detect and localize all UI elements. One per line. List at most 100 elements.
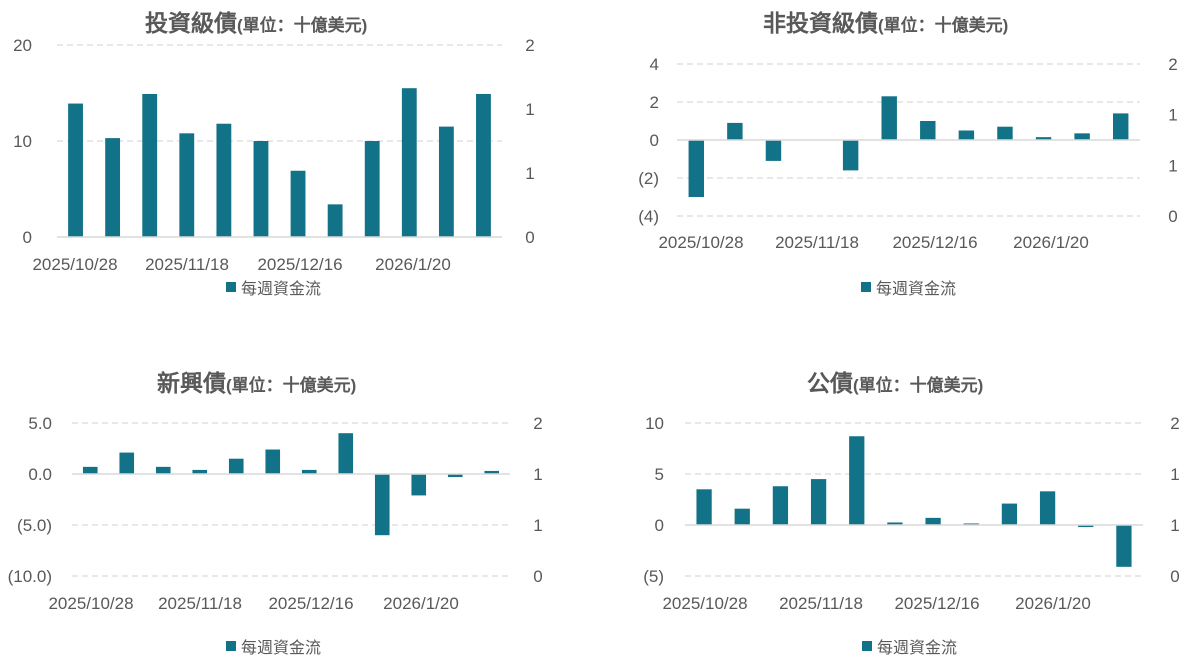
chart-title-main: 公債 [807,370,853,396]
bar [301,469,317,474]
y2-tick-label: 1 [1168,106,1177,125]
bar [82,466,98,474]
bar [411,474,427,496]
x-tick-label: 2025/11/18 [779,594,863,613]
chart-title-unit: (單位：十億美元) [237,16,368,35]
y-tick-label: (5.0) [17,516,52,535]
bar [228,458,244,474]
bar [438,126,454,237]
legend-label: 每週資金流 [876,281,957,298]
y2-tick-label: 1 [525,164,534,183]
bar [105,138,121,237]
chart-panel-govt: 公債(單位：十億美元) (5) 0 5 10 0 1 1 2 2025/10/28 2025/11… [600,329,1201,658]
bar [253,141,269,237]
legend-label: 每週資金流 [241,281,322,298]
chart-legend: 每週資金流 [226,275,321,299]
bar [265,449,281,474]
chart-legend: 每週資金流 [862,634,957,658]
chart-title-unit: (單位：十億美元) [226,376,357,395]
bar [290,170,306,237]
y-tick-label: (2) [638,169,659,188]
x-tick-label: 2025/11/18 [158,594,242,613]
y2-tick-label: 1 [1168,156,1177,175]
bar [881,96,897,140]
y-tick-label: 5 [655,465,664,484]
x-tick-label: 2025/10/28 [658,233,743,252]
bar [401,88,417,237]
chart-legend: 每週資金流 [861,275,956,299]
y-tick-label: (5) [643,567,664,586]
legend-swatch [226,282,236,292]
x-tick-label: 2025/11/18 [145,255,229,274]
bar [920,121,936,140]
y-tick-label: 5.0 [28,414,52,433]
chart-title-main: 非投資級債 [763,10,878,36]
bar [1112,113,1129,140]
chart-title-unit: (單位：十億美元) [853,376,984,395]
y2-tick-label: 1 [525,100,534,119]
chart-title: 非投資級債(單位：十億美元) [763,4,1008,38]
bar [484,470,500,474]
chart-svg: (4) (2) 0 2 4 0 1 1 2 2025/10/28 2025/11/18 2025/12… [638,55,1178,252]
chart-svg: (10.0) (5.0) 0.0 5.0 0 1 1 2 2025/10/28 2025/11/1… [8,414,543,613]
chart-legend: 每週資金流 [226,634,321,658]
y-tick-label: (10.0) [8,567,52,586]
legend-label: 每週資金流 [877,640,958,657]
x-tick-label: 2026/1/20 [1013,233,1089,252]
y2-tick-label: 0 [1168,207,1177,226]
y2-tick-label: 0 [1170,567,1179,586]
bar [142,93,158,238]
bar [192,469,208,474]
y-tick-label: 10 [645,414,664,433]
y-tick-label: 0 [650,131,659,150]
bar [1039,491,1056,525]
x-tick-label: 2025/12/16 [268,594,353,613]
bar [925,517,941,525]
chart-title: 公債(單位：十億美元) [807,364,983,398]
y-tick-label: 10 [13,132,32,151]
chart-panel-hy: 非投資級債(單位：十億美元) (4) (2) 0 2 4 0 1 1 2 2025/10/28 20… [600,0,1201,300]
chart-panel-em: 新興債(單位：十億美元) (10.0) (5.0) 0.0 5.0 0 1 1 2 2025/1… [0,329,600,658]
bar [364,141,380,237]
x-tick-label: 2025/12/16 [892,233,977,252]
bar [772,486,789,525]
y2-tick-label: 1 [533,516,542,535]
bar [765,140,782,161]
x-tick-label: 2026/1/20 [375,255,451,274]
bar [887,522,903,525]
bar [849,436,865,525]
y2-tick-label: 0 [525,228,534,247]
chart-title-main: 投資級債 [145,10,237,36]
y2-tick-label: 2 [1168,55,1177,74]
legend-swatch [861,282,871,292]
bar [119,452,135,474]
bar [338,433,354,474]
y2-tick-label: 2 [1170,414,1179,433]
y2-tick-label: 0 [533,567,542,586]
y2-tick-label: 1 [1170,465,1179,484]
chart-svg: (5) 0 5 10 0 1 1 2 2025/10/28 2025/11/18 2025/12/1… [643,414,1180,613]
bar [447,474,463,478]
x-tick-label: 2025/10/28 [48,594,133,613]
bar [476,93,491,238]
bar [1074,133,1090,140]
y2-tick-label: 2 [525,36,534,55]
bar [1116,525,1132,567]
y-tick-label: 0 [23,228,32,247]
bar [216,123,232,237]
bar [688,140,705,197]
bar [810,479,827,525]
x-tick-label: 2026/1/20 [1015,594,1091,613]
chart-title: 新興債(單位：十億美元) [157,364,356,398]
chart-svg: 0 10 20 0 1 1 2 2025/10/28 2025/11/18 2025/12/16 2… [13,36,535,274]
bar [997,126,1013,140]
bar [327,204,343,237]
legend-swatch [226,641,236,651]
bar [963,523,979,525]
chart-title-unit: (單位：十億美元) [878,16,1009,35]
legend-label: 每週資金流 [241,640,322,657]
chart-title: 投資級債(單位：十億美元) [145,4,367,38]
x-tick-label: 2025/12/16 [894,594,979,613]
bar [155,466,171,474]
bar [1078,525,1094,528]
